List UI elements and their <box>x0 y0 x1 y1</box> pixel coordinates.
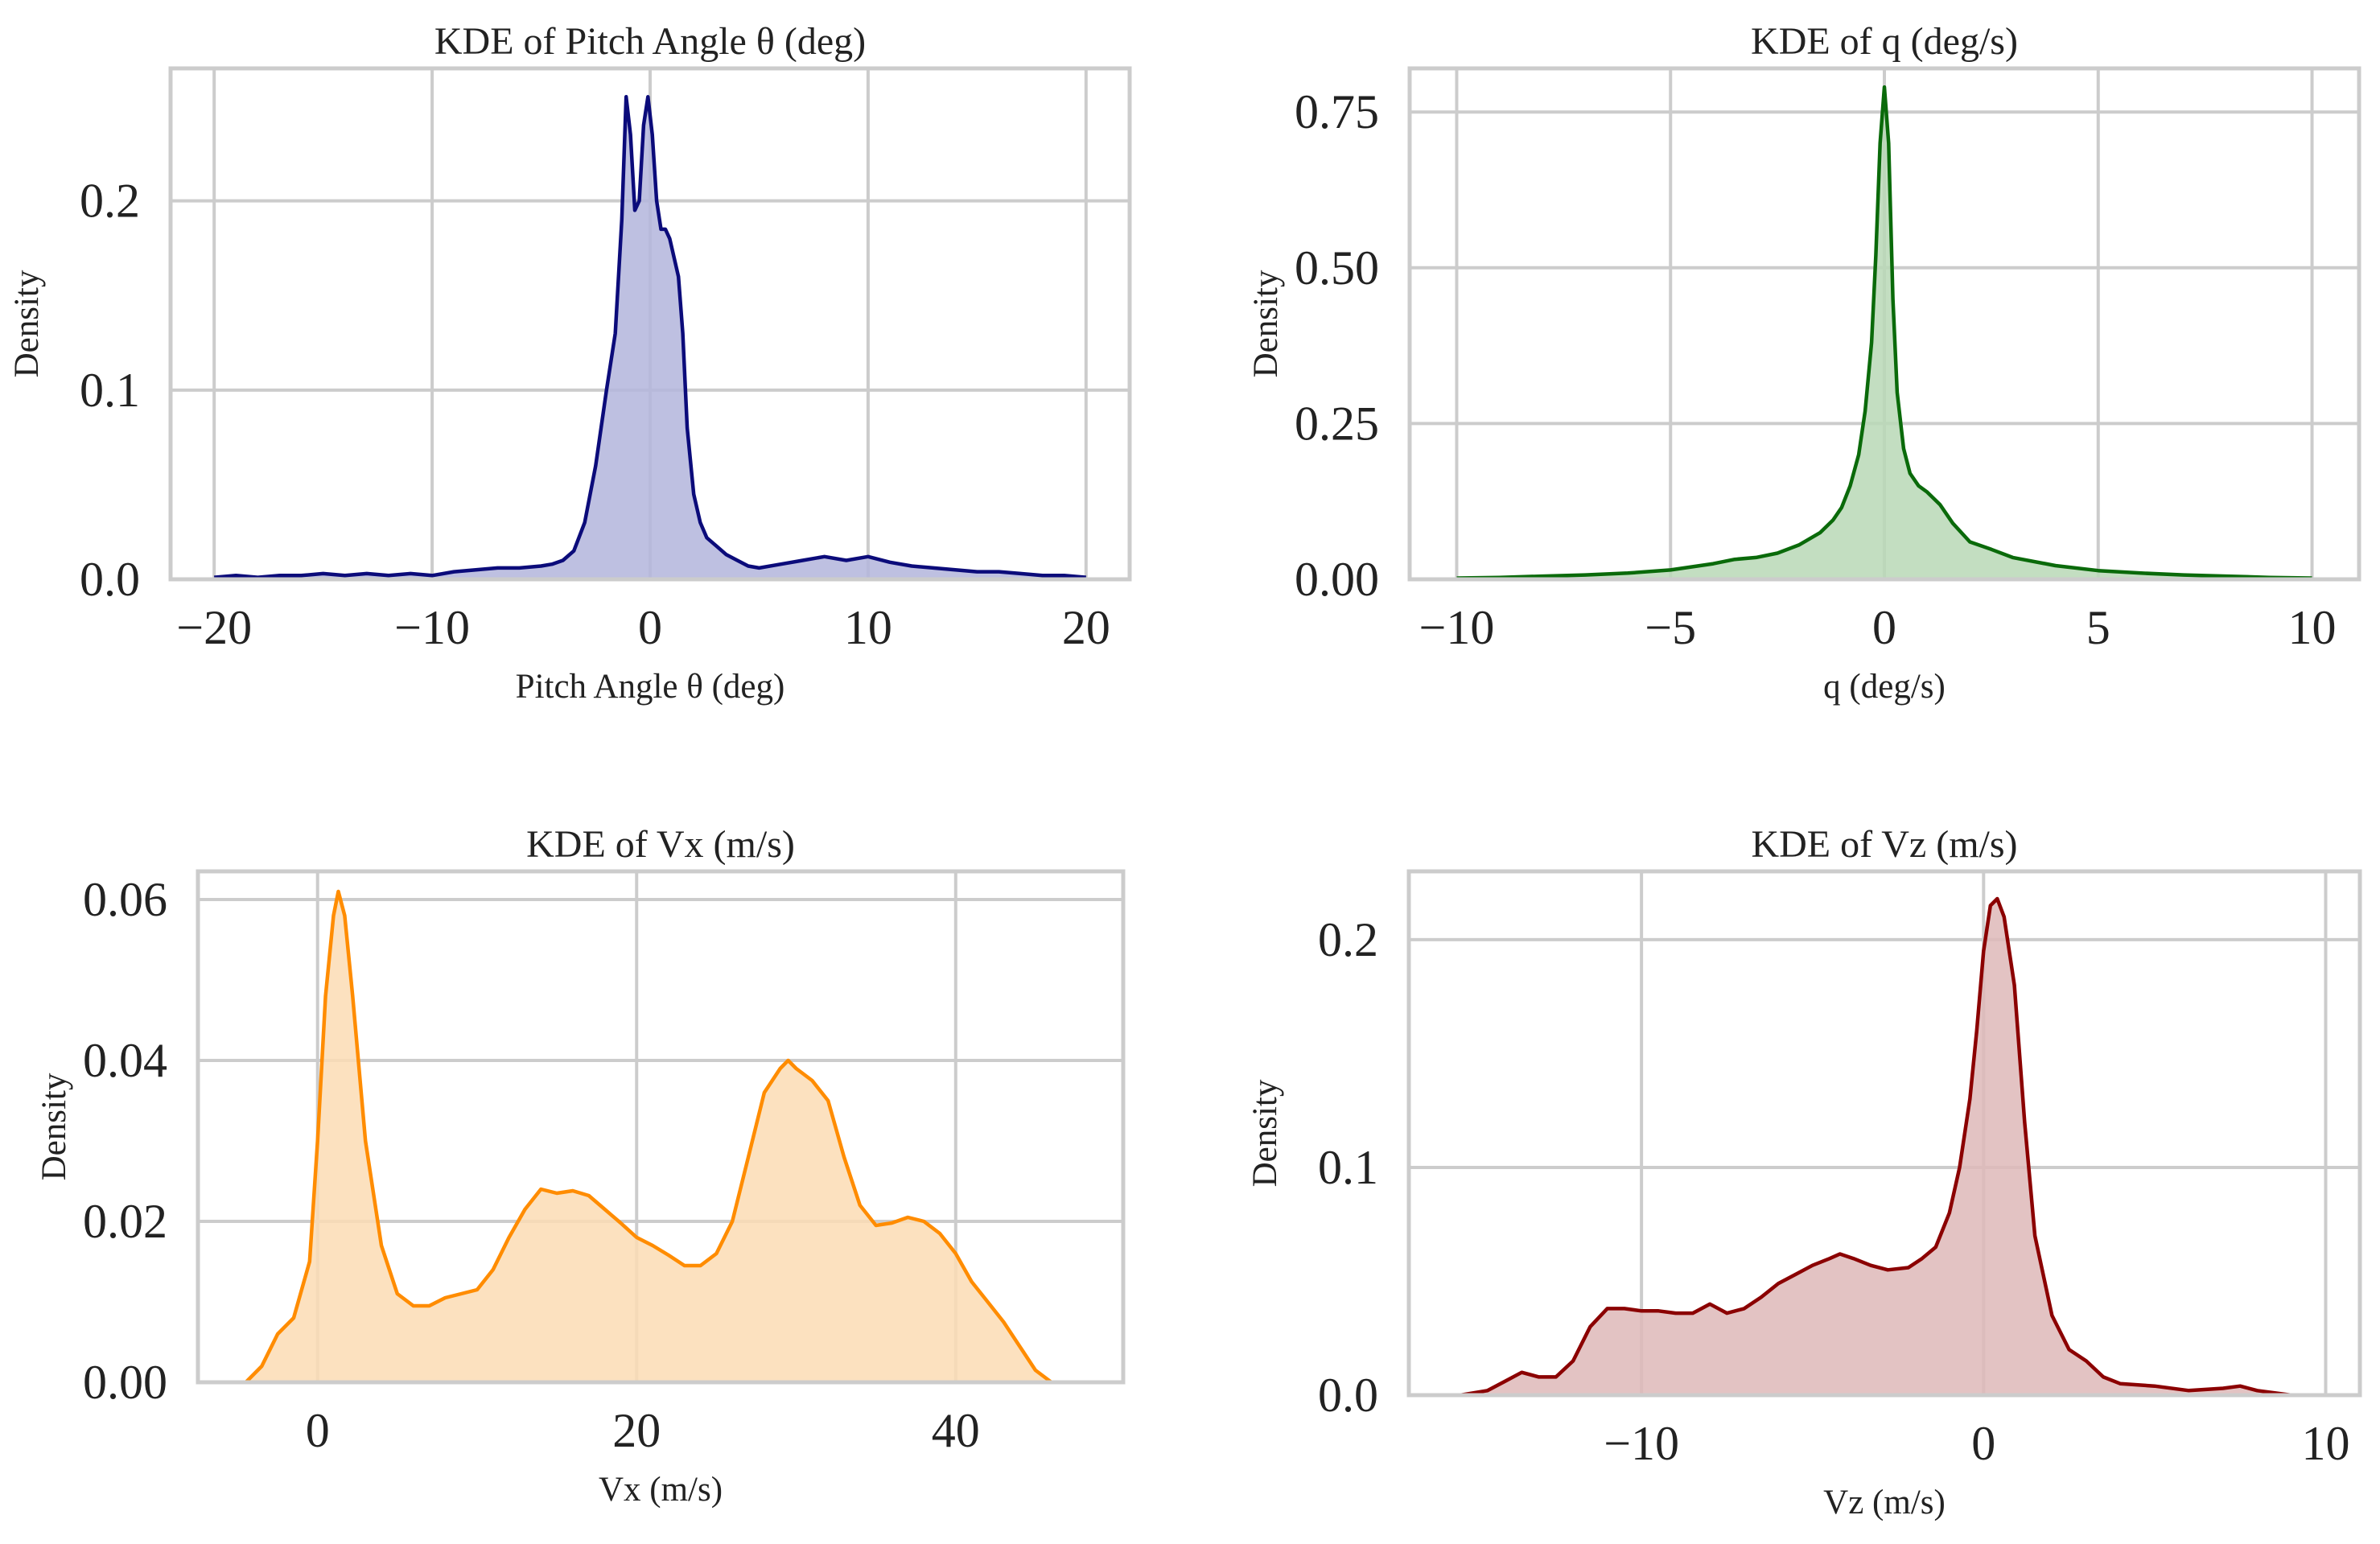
x-axis-label: q (deg/s) <box>1823 668 1946 706</box>
y-tick-label: 0.2 <box>80 175 140 228</box>
y-tick-label: 0.0 <box>1318 1369 1378 1422</box>
chart-title: KDE of Vz (m/s) <box>1751 823 2017 866</box>
x-tick-label: 0 <box>1971 1417 1995 1470</box>
chart-panel-pitch: −20 −10 0 10 20 0.0 0.1 0.2 KDE of Pitch Angle θ… <box>8 20 1132 706</box>
kde-line <box>1460 896 2292 1398</box>
chart-title: KDE of Pitch Angle θ (deg) <box>434 20 866 63</box>
chart-title: KDE of q (deg/s) <box>1751 20 2018 63</box>
y-axis-label: Density <box>1247 270 1285 377</box>
x-tick-label: 0 <box>306 1404 330 1457</box>
x-tick-label: 20 <box>612 1404 661 1457</box>
kde-line <box>244 889 1053 1384</box>
y-tick-label: 0.25 <box>1295 397 1379 450</box>
y-tick-label: 0.06 <box>83 873 167 926</box>
y-tick-label: 0.2 <box>1318 913 1378 966</box>
x-tick-label: 0 <box>1872 601 1896 654</box>
x-tick-label: 10 <box>844 601 892 654</box>
x-tick-label: −10 <box>394 601 470 654</box>
y-tick-label: 0.04 <box>83 1034 167 1087</box>
kde-line <box>214 95 1086 579</box>
chart-title: KDE of Vx (m/s) <box>526 823 795 866</box>
y-tick-label: 0.00 <box>1295 553 1379 606</box>
chart-panel-vz: −10 0 10 0.0 0.1 0.2 KDE of Vz (m/s) Vz (m/s) De… <box>1246 823 2362 1521</box>
y-tick-label: 0.02 <box>83 1195 167 1248</box>
kde-line <box>1456 84 2312 580</box>
chart-panel-q: −10 −5 0 5 10 0.00 0.25 0.50 0.75 KDE of q (deg/s… <box>1247 20 2361 706</box>
chart-panel-vx: 0 20 40 0.00 0.02 0.04 0.06 KDE of Vx (m/s) Vx (… <box>35 823 1126 1509</box>
kde-area <box>1456 87 2312 579</box>
x-tick-label: 0 <box>638 601 662 654</box>
y-tick-label: 0.00 <box>83 1356 167 1409</box>
x-tick-label: 5 <box>2086 601 2110 654</box>
axes-frame <box>168 66 1132 582</box>
axes-frame <box>196 869 1126 1385</box>
y-axis-label: Density <box>1246 1079 1284 1187</box>
x-axis-label: Vz (m/s) <box>1823 1484 1946 1521</box>
x-tick-label: 40 <box>932 1404 980 1457</box>
y-tick-label: 0.50 <box>1295 241 1379 294</box>
x-tick-label: 10 <box>2301 1417 2349 1470</box>
kde-area <box>214 97 1086 580</box>
kde-area <box>245 891 1052 1382</box>
y-axis-label: Density <box>35 1073 73 1180</box>
x-tick-label: 20 <box>1062 601 1110 654</box>
x-axis-label: Pitch Angle θ (deg) <box>516 668 785 706</box>
y-tick-label: 0.1 <box>1318 1141 1378 1194</box>
x-tick-label: 10 <box>2288 601 2337 654</box>
x-tick-label: −20 <box>176 601 252 654</box>
x-tick-label: −10 <box>1604 1417 1679 1470</box>
y-tick-label: 0.75 <box>1295 85 1379 138</box>
axes-frame <box>1406 869 2362 1398</box>
x-axis-label: Vx (m/s) <box>599 1471 723 1509</box>
x-tick-label: −10 <box>1419 601 1495 654</box>
x-tick-label: −5 <box>1645 601 1696 654</box>
y-tick-label: 0.1 <box>80 364 140 417</box>
axes-frame <box>1407 66 2361 582</box>
kde-area <box>1460 899 2291 1395</box>
y-axis-label: Density <box>8 270 46 377</box>
y-tick-label: 0.0 <box>80 553 140 606</box>
